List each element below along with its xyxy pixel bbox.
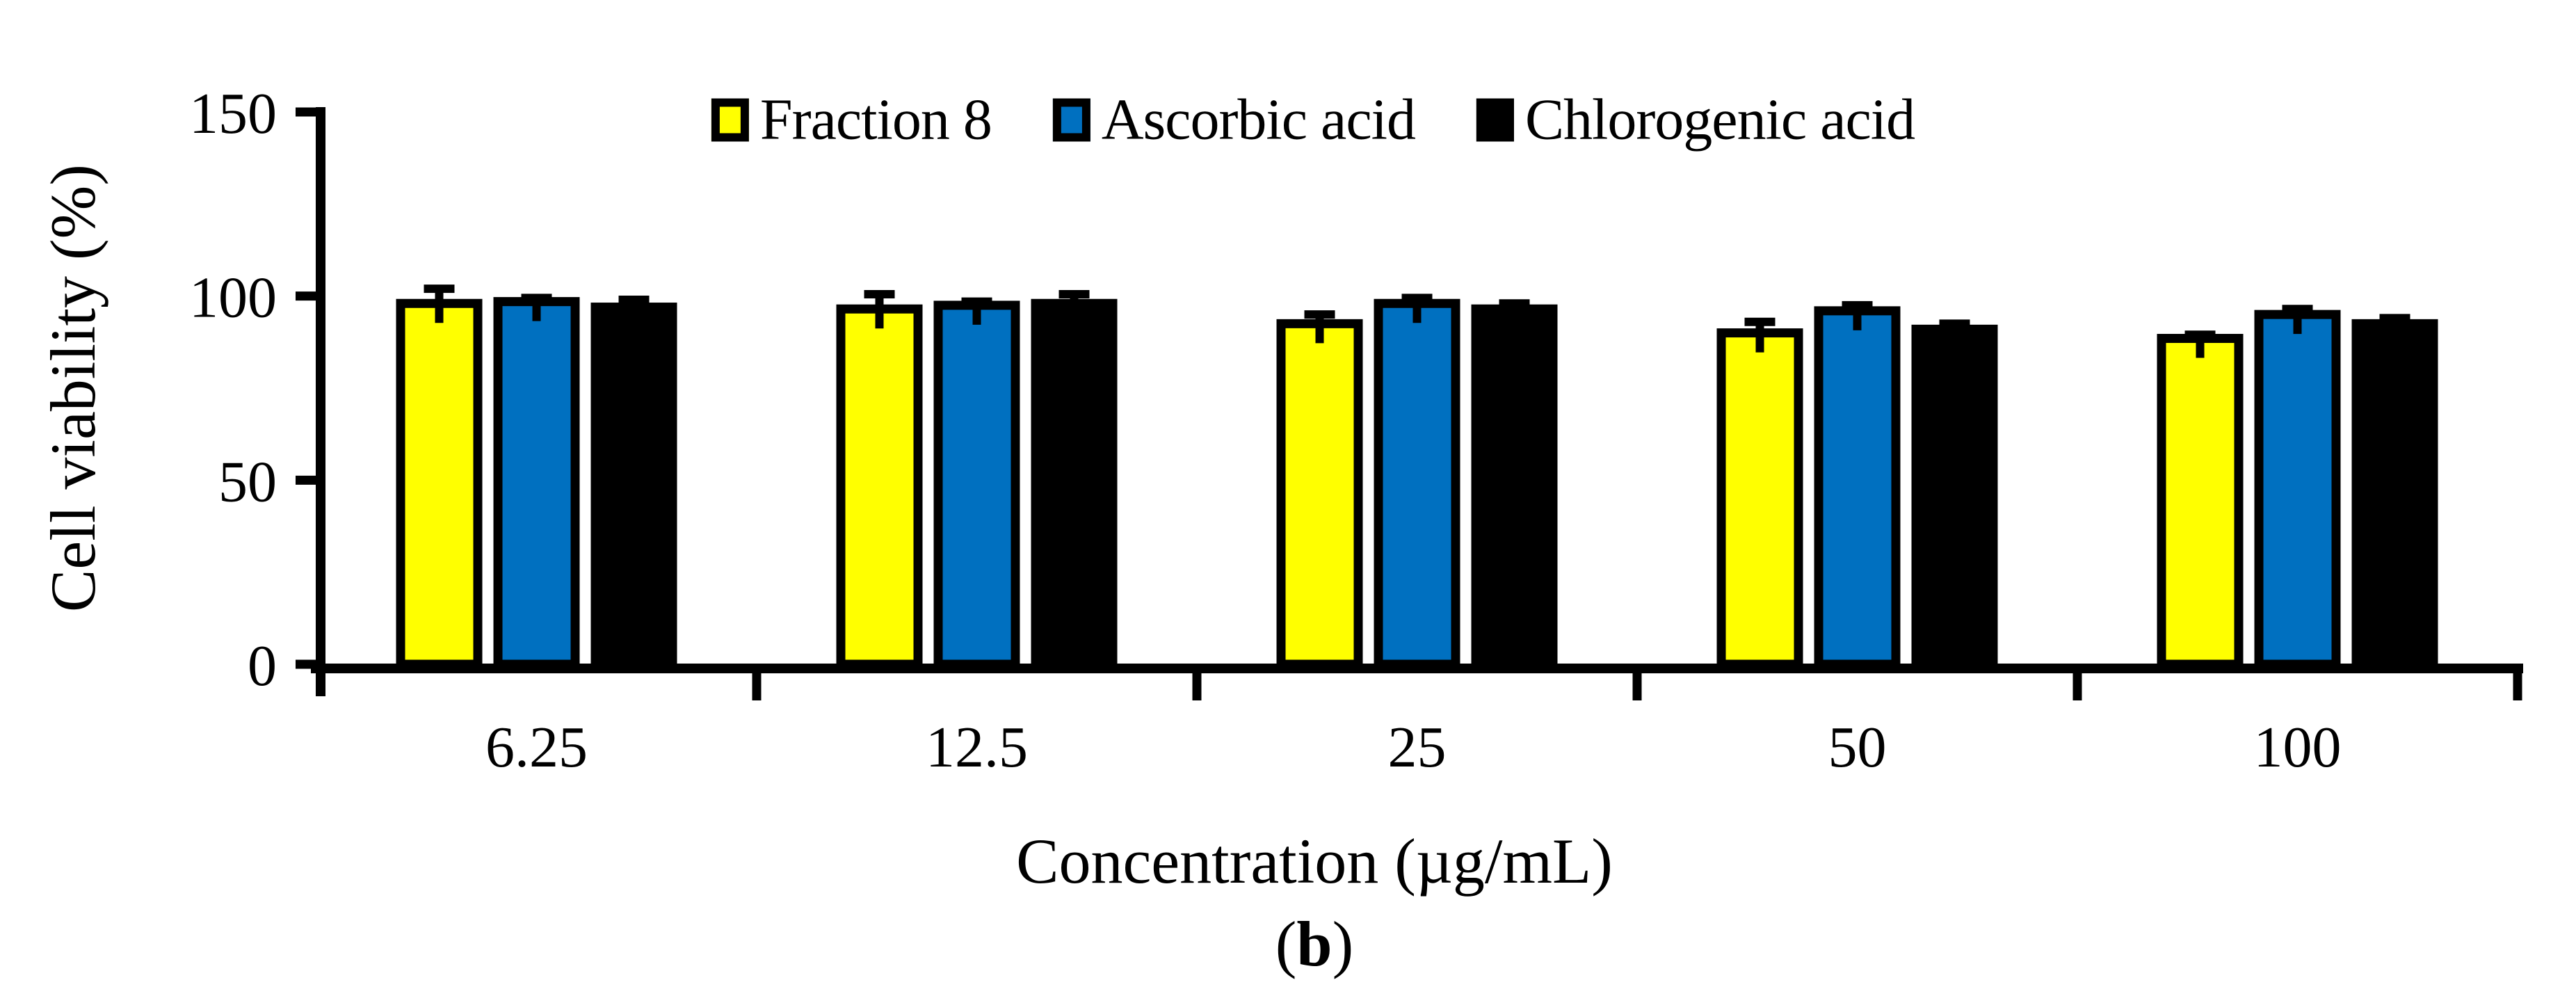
bar-chlorogenic-acid-100	[2351, 319, 2438, 669]
bar-ascorbic-acid-100	[2254, 310, 2341, 669]
legend-label: Fraction 8	[759, 87, 992, 152]
bar-chlorogenic-acid-6.25	[590, 303, 677, 669]
bar-chlorogenic-acid-25	[1471, 304, 1558, 669]
x-category-label: 6.25	[485, 715, 588, 780]
caption-letter: b	[1296, 908, 1333, 979]
bar-chlorogenic-acid-12.5	[1031, 298, 1118, 669]
x-category-label: 12.5	[926, 715, 1028, 780]
y-tick-label: 100	[189, 266, 277, 330]
legend-swatch-yellow	[711, 98, 749, 141]
legend-label: Chlorogenic acid	[1524, 87, 1915, 152]
legend-item-chlorogenic-acid: Chlorogenic acid	[1476, 86, 1915, 154]
caption-close-paren: )	[1332, 908, 1354, 979]
x-category-label: 25	[1388, 715, 1447, 780]
bar-fraction-8-25	[1276, 319, 1363, 669]
bar-fraction-8-50	[1716, 328, 1803, 669]
legend-swatch-black	[1476, 98, 1514, 141]
legend-item-ascorbic-acid: Ascorbic acid	[1052, 86, 1416, 154]
legend: Fraction 8 Ascorbic acid Chlorogenic aci…	[711, 86, 1915, 154]
y-axis-title: Cell viability (%)	[38, 164, 108, 612]
subfigure-caption: (b)	[1275, 907, 1353, 981]
bar-ascorbic-acid-50	[1814, 306, 1901, 669]
bar-ascorbic-acid-25	[1374, 298, 1460, 669]
x-axis-title: Concentration (µg/mL)	[1016, 826, 1613, 897]
x-category-label: 50	[1828, 715, 1887, 780]
y-tick-label: 50	[218, 449, 277, 514]
bar-fraction-8-6.25	[396, 298, 483, 669]
bar-chlorogenic-acid-50	[1911, 324, 1998, 669]
caption-open-paren: (	[1275, 908, 1297, 979]
bar-ascorbic-acid-6.25	[493, 297, 580, 669]
bar-fraction-8-12.5	[836, 304, 923, 669]
y-tick-label: 0	[248, 634, 277, 698]
legend-item-fraction-8: Fraction 8	[711, 86, 992, 154]
bar-fraction-8-100	[2157, 334, 2244, 669]
legend-swatch-blue	[1052, 98, 1090, 141]
x-category-label: 100	[2254, 715, 2342, 780]
legend-label: Ascorbic acid	[1101, 87, 1416, 152]
bar-ascorbic-acid-12.5	[933, 300, 1020, 669]
y-tick-label: 150	[189, 81, 277, 146]
